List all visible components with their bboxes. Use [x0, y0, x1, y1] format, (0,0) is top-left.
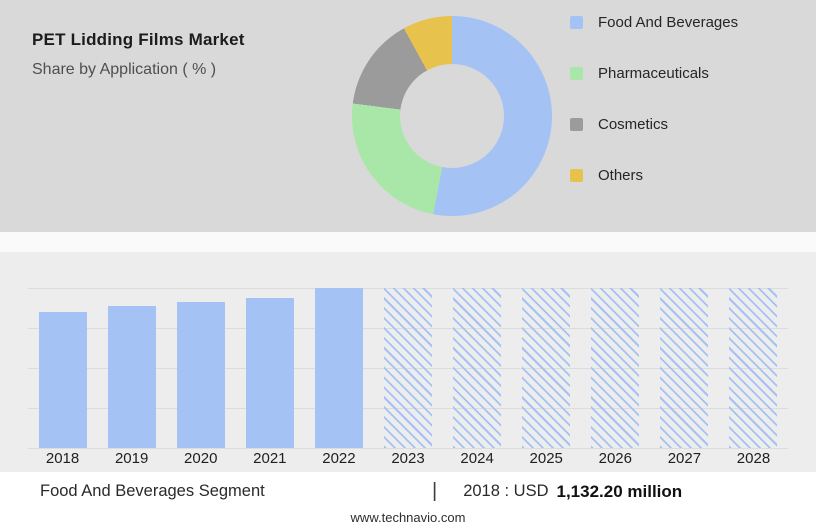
donut-chart [352, 16, 552, 216]
year-label: 2023 [391, 450, 425, 467]
value-prefix: 2018 : USD [463, 482, 549, 500]
legend-label: Cosmetics [598, 115, 669, 133]
legend-label: Pharmaceuticals [598, 64, 709, 82]
year-label: 2018 [45, 450, 80, 467]
value-2018: 1,132.20 million [556, 481, 683, 501]
bar-column [304, 288, 373, 448]
year-label: 2024 [460, 450, 494, 467]
footer-separator: | [432, 480, 438, 502]
bar-column [719, 288, 788, 448]
legend-item: Pharmaceuticals [570, 63, 738, 83]
year-label: 2026 [598, 450, 632, 467]
legend-item: Food And Beverages [570, 12, 738, 32]
year-label: 2020 [184, 450, 218, 467]
legend-item: Others [570, 165, 738, 185]
forecast-bar [522, 288, 571, 448]
bar-column [443, 288, 512, 448]
divider-band [0, 232, 816, 252]
legend-label: Food And Beverages [598, 13, 739, 31]
bar-chart-panel: 2018 2019 2020 2021 2022 2023 2024 2025 2026 2027… [0, 252, 816, 472]
footer: Food And Beverages Segment | 2018 : USD … [0, 472, 816, 528]
segment-label: Food And Beverages Segment [40, 482, 265, 500]
year-label: 2019 [114, 450, 149, 467]
forecast-bar [660, 288, 709, 448]
page-title: PET Lidding Films Market [32, 30, 245, 49]
year-label: 2021 [253, 450, 287, 467]
year-label: 2025 [529, 450, 563, 467]
bar-column [650, 288, 719, 448]
donut-hole [400, 64, 504, 168]
bar-column [581, 288, 650, 448]
legend-swatch-icon [570, 15, 583, 29]
year-label: 2027 [667, 450, 702, 467]
forecast-bar [729, 288, 778, 448]
historical-bar [176, 302, 225, 448]
donut-chart-panel: PET Lidding Films Market Share by Applic… [0, 0, 816, 232]
bar-column [235, 288, 304, 448]
bar-column [373, 288, 442, 448]
legend-item: Cosmetics [570, 114, 738, 134]
year-label: 2022 [322, 450, 356, 467]
website-url: www.technavio.com [350, 510, 466, 525]
historical-bar [314, 288, 363, 448]
bars-row [28, 288, 788, 448]
bar-column [97, 288, 166, 448]
forecast-bar [591, 288, 640, 448]
year-label: 2028 [736, 450, 771, 467]
donut-legend: Food And Beverages Pharmaceuticals Cosmeti… [570, 12, 738, 216]
page-subtitle: Share by Application ( % ) [32, 61, 217, 78]
bar-column [512, 288, 581, 448]
historical-bar [107, 306, 156, 448]
bar-column [28, 288, 97, 448]
bar-column [166, 288, 235, 448]
historical-bar [38, 312, 87, 448]
historical-bar [245, 298, 294, 448]
legend-swatch-icon [570, 168, 583, 182]
footer-line: Food And Beverages Segment | 2018 : USD … [0, 472, 816, 503]
legend-swatch-icon [570, 117, 583, 131]
x-axis-labels: 2018 2019 2020 2021 2022 2023 2024 2025 2026 2027… [28, 450, 788, 467]
legend-label: Others [598, 166, 644, 184]
title-block: PET Lidding Films Market Share by Applic… [32, 30, 245, 79]
forecast-bar [453, 288, 502, 448]
forecast-bar [384, 288, 433, 448]
legend-swatch-icon [570, 66, 583, 80]
